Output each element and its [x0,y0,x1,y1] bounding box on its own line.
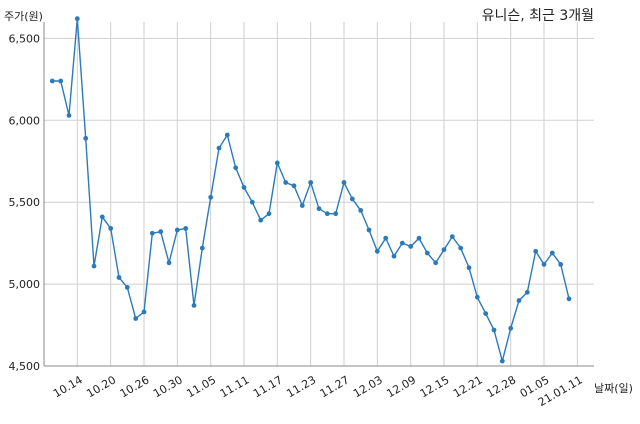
grid [44,22,594,367]
data-point [166,260,172,266]
data-point [99,214,105,220]
x-tick-label: 10.20 [84,373,118,400]
data-point [358,208,364,213]
data-point [391,253,397,259]
data-point [199,245,205,251]
data-point [133,316,139,321]
data-point [458,245,464,251]
y-tick-label: 5,000 [9,278,41,291]
data-point [558,262,564,267]
data-point [66,113,72,118]
data-point [291,183,297,189]
data-point [233,165,239,171]
x-axis-label: 날짜(일) [594,381,633,395]
data-point [224,132,230,138]
data-point [183,226,189,231]
data-point [158,229,164,235]
data-point [349,196,355,202]
data-point [266,211,272,217]
x-tick-label: 12.15 [418,373,452,400]
data-point [299,203,305,208]
data-point [549,250,555,256]
data-point [374,248,380,254]
data-point [149,230,155,236]
data-point [249,199,255,205]
data-point [566,296,572,302]
data-point [524,289,530,295]
x-tick-label: 12.09 [384,373,418,400]
data-point [508,325,514,331]
data-point [491,327,497,333]
data-point [274,160,280,166]
data-point [258,217,264,223]
data-point [216,145,222,151]
data-point [408,244,414,249]
x-tick-label: 10.14 [51,373,85,400]
data-point [441,247,447,253]
y-tick-label: 5,500 [9,196,41,209]
data-point [83,135,89,141]
x-tick-label: 11.27 [318,373,352,400]
x-tick-label: 10.30 [151,373,185,400]
data-point [91,263,97,269]
y-tick-label: 6,000 [9,114,41,127]
data-point [474,294,480,300]
data-point [516,298,522,303]
data-point [541,262,547,267]
data-point [316,206,322,212]
data-point [333,211,339,217]
data-point [383,235,389,241]
data-point [433,260,439,266]
data-point [324,211,330,217]
data-point [191,303,197,308]
x-tick-label: 10.26 [118,373,152,400]
data-point [108,226,114,231]
data-point [341,180,347,185]
data-point [399,240,405,246]
y-tick-label: 4,500 [9,360,41,373]
data-point [116,275,122,280]
x-tick-label: 11.23 [284,373,318,400]
data-point [416,235,422,241]
series [49,16,572,364]
data-point [58,78,64,84]
data-point [499,358,505,364]
x-tick-label: 11.17 [251,373,285,400]
data-point [449,234,455,240]
chart-title: 유니슨, 최근 3개월 [482,8,594,24]
data-point [424,250,430,256]
x-tick-label: 11.11 [218,373,252,400]
data-point [241,185,247,190]
data-point [174,227,180,233]
y-axis-label: 주가(원) [4,10,43,23]
labels: 주가(원) 유니슨, 최근 3개월 날짜(일) [4,8,633,395]
data-point [533,248,539,254]
axes: 4,500 5,000 5,500 6,000 6,500 10.14 10.20 10.26… [9,22,594,409]
data-point [483,311,489,316]
data-point [74,16,80,22]
data-point [308,180,314,185]
x-tick-label: 12.28 [484,373,518,400]
data-point [49,78,55,84]
data-point [124,285,130,290]
data-point [141,309,147,315]
y-tick-label: 6,500 [9,32,41,45]
data-point [208,194,214,200]
x-tick-label: 12.03 [351,373,385,400]
data-point [466,265,472,271]
x-tick-label: 11.05 [184,373,218,400]
data-point [366,227,372,233]
data-point [283,180,289,185]
x-tick-label: 12.21 [451,373,485,400]
